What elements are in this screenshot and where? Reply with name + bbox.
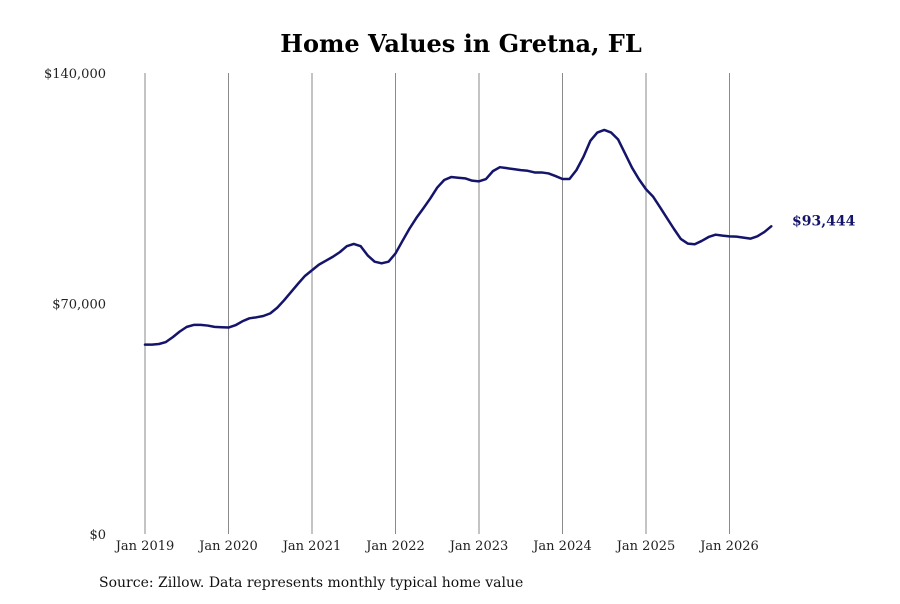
x-tick-label: Jan 2021 (281, 539, 342, 554)
x-axis-tick-labels: Jan 2019 Jan 2020 Jan 2021 Jan 2022 Jan 2023… (114, 539, 759, 554)
x-tick-label: Jan 2019 (114, 539, 175, 554)
y-tick-label: $0 (89, 528, 106, 543)
y-tick-label: $70,000 (52, 298, 106, 313)
x-tick-label: Jan 2025 (615, 539, 676, 554)
x-tick-label: Jan 2020 (197, 539, 258, 554)
chart-title: Home Values in Gretna, FL (280, 29, 642, 58)
x-tick-label: Jan 2026 (698, 539, 759, 554)
x-tick-label: Jan 2023 (448, 539, 509, 554)
x-tick-label: Jan 2024 (531, 539, 592, 554)
y-tick-label: $140,000 (44, 67, 106, 82)
source-note: Source: Zillow. Data represents monthly … (99, 575, 523, 591)
grid-lines (144, 73, 730, 534)
x-tick-label: Jan 2022 (364, 539, 425, 554)
series-layer (143, 128, 773, 346)
series-line-0 (143, 128, 773, 346)
y-axis-tick-labels: $0 $70,000 $140,000 (44, 67, 106, 543)
end-value-label: $93,444 (792, 213, 856, 229)
